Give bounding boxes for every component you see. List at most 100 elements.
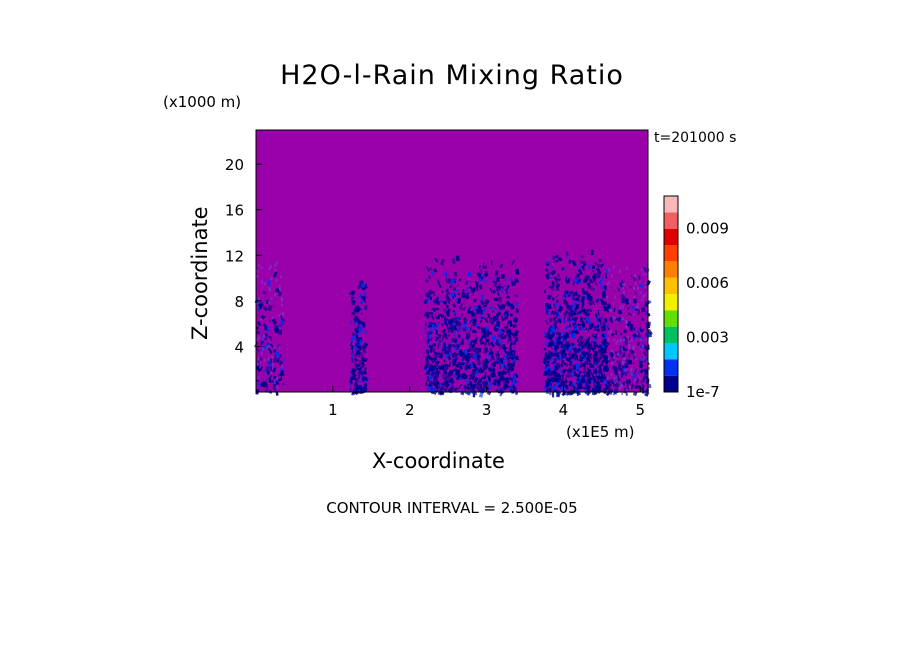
rain-cell (628, 312, 631, 316)
rain-cell (451, 296, 455, 299)
rain-cell (604, 376, 607, 380)
rain-cell (257, 306, 260, 309)
rain-cell (552, 352, 556, 357)
rain-cell (270, 380, 274, 383)
rain-cell (445, 318, 450, 322)
rain-cell (554, 306, 557, 313)
rain-cell (644, 369, 648, 376)
rain-cell (574, 277, 579, 283)
rain-cell (576, 273, 580, 278)
colorbar-band (664, 228, 678, 245)
rain-cell (425, 341, 427, 344)
rain-cell (557, 334, 563, 341)
rain-cell (355, 296, 359, 301)
rain-cell (609, 379, 615, 385)
rain-cell (563, 333, 569, 340)
rain-cell (430, 337, 433, 342)
rain-cell (632, 276, 637, 282)
rain-cell (478, 284, 483, 290)
rain-cell (592, 269, 595, 273)
rain-cell (509, 276, 513, 283)
rain-cell (495, 314, 500, 318)
rain-cell (613, 338, 616, 342)
rain-cell (570, 352, 576, 358)
rain-cell (490, 354, 494, 358)
rain-cell (637, 303, 640, 307)
rain-cell (433, 376, 437, 381)
rain-cell (278, 292, 282, 297)
rain-cell (428, 275, 431, 279)
rain-region (604, 265, 653, 397)
rain-cell (551, 356, 555, 363)
rain-cell (478, 315, 483, 320)
rain-cell (503, 365, 507, 370)
rain-cell (280, 303, 283, 307)
rain-cell (484, 326, 490, 332)
rain-cell (256, 331, 261, 335)
rain-cell (449, 327, 456, 334)
rain-cell (278, 326, 281, 330)
rain-cell (573, 327, 578, 330)
rain-cell (616, 375, 621, 382)
rain-cell (444, 375, 450, 383)
rain-cell (593, 361, 597, 366)
rain-cell (604, 340, 608, 344)
rain-cell (573, 330, 578, 333)
rain-cell (456, 284, 459, 287)
rain-cell (636, 286, 639, 290)
rain-cell (438, 385, 441, 389)
rain-region (423, 255, 520, 398)
rain-cell (360, 374, 364, 378)
rain-cell (503, 354, 509, 362)
colorbar-label: 0.006 (686, 274, 729, 292)
rain-cell (443, 359, 446, 362)
rain-cell (574, 348, 576, 352)
rain-cell (449, 292, 457, 299)
rain-cell (566, 343, 572, 349)
rain-cell (483, 272, 489, 278)
rain-cell (431, 371, 437, 378)
rain-cell (465, 380, 469, 384)
rain-cell (612, 302, 615, 305)
rain-cell (361, 352, 363, 356)
rain-cell (553, 270, 556, 274)
rain-cell (431, 323, 437, 331)
rain-cell (619, 371, 622, 375)
rain-cell (357, 326, 364, 333)
rain-cell (469, 310, 475, 317)
rain-cell (496, 277, 500, 283)
rain-cell (278, 284, 281, 288)
rain-cell (544, 303, 549, 306)
rain-cell (585, 371, 589, 375)
rain-cell (609, 309, 612, 313)
rain-cell (634, 282, 637, 286)
rain-cell (463, 320, 467, 324)
rain-cell (357, 285, 361, 290)
rain-cell (279, 370, 285, 377)
rain-cell (264, 378, 266, 382)
rain-cell (542, 357, 548, 364)
rain-cell (489, 288, 493, 293)
rain-cell (282, 312, 285, 316)
rain-cell (622, 282, 624, 286)
rain-cell (473, 298, 477, 303)
rain-cell (429, 365, 432, 370)
rain-cell (437, 321, 441, 325)
rain-cell (581, 308, 588, 315)
rain-cell (480, 300, 485, 306)
rain-cell (441, 290, 444, 294)
rain-cell (263, 359, 266, 362)
rain-cell (425, 311, 430, 318)
rain-cell (434, 336, 440, 342)
rain-cell (595, 267, 601, 273)
rain-cell (441, 345, 447, 352)
rain-cell (543, 331, 547, 336)
rain-cell (356, 339, 361, 342)
rain-region (542, 249, 611, 398)
rain-cell (648, 366, 650, 370)
rain-cell (349, 387, 352, 393)
rain-cell (607, 356, 610, 360)
rain-cell (429, 312, 433, 315)
rain-cell (615, 329, 617, 335)
rain-cell (452, 303, 457, 308)
